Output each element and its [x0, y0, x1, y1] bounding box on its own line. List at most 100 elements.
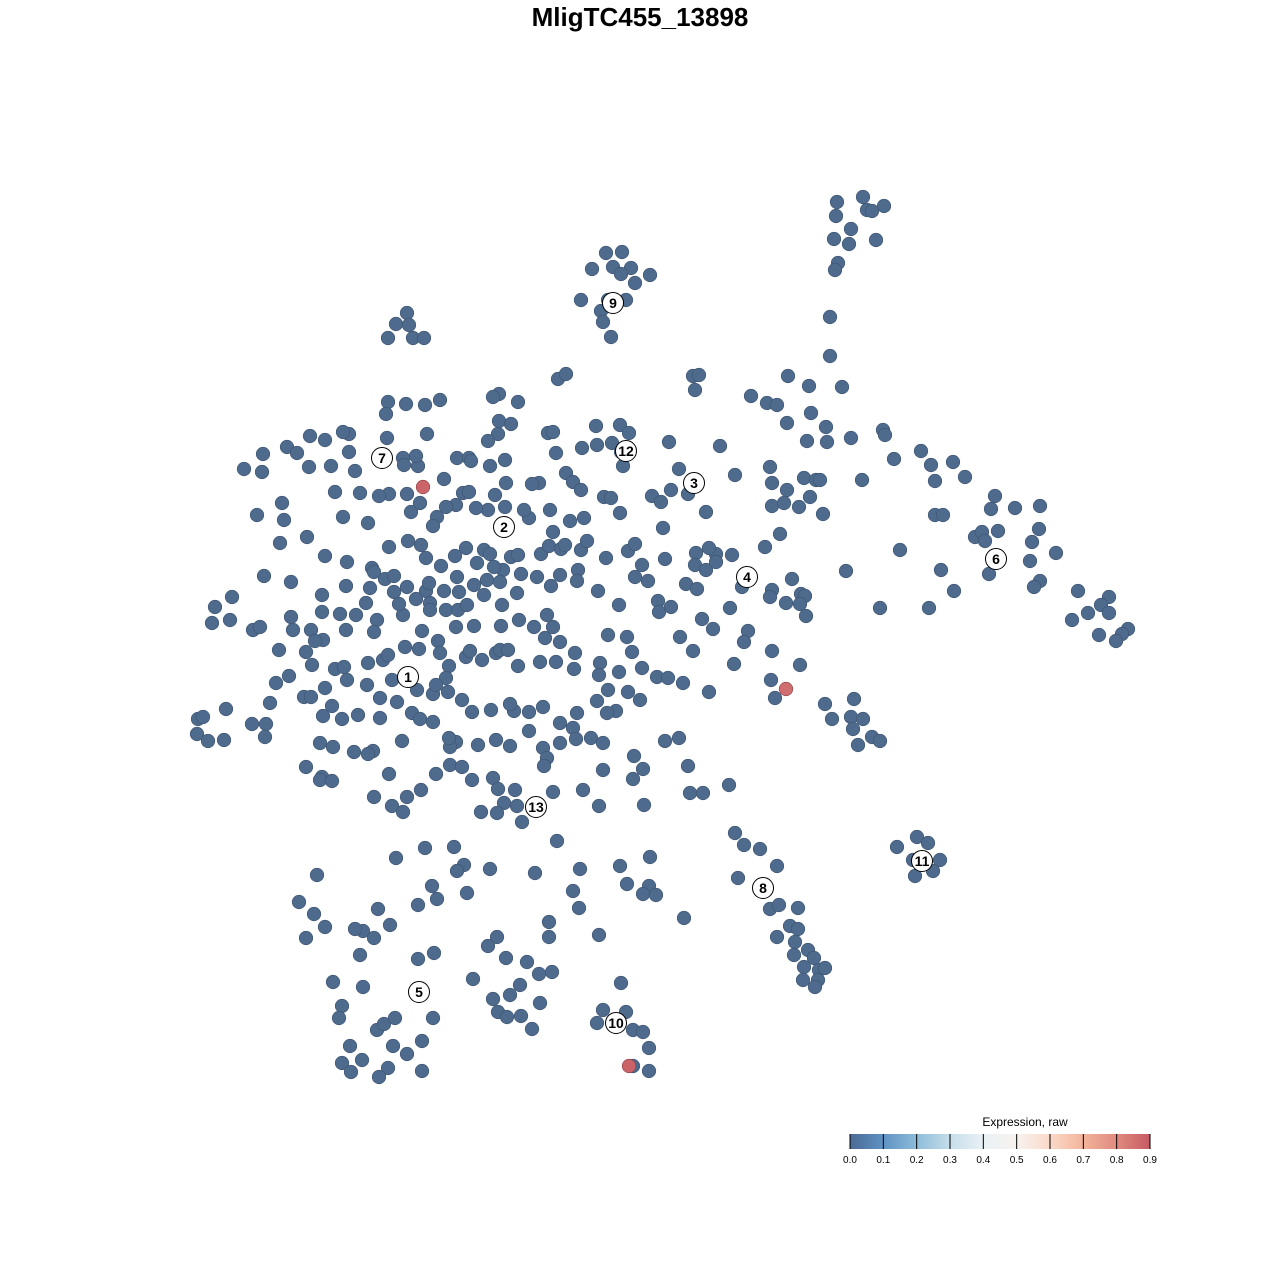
- data-point: [682, 785, 698, 801]
- data-point: [701, 540, 717, 556]
- cluster-label-circle: [493, 516, 515, 538]
- data-point: [562, 513, 578, 529]
- data-point: [819, 434, 835, 450]
- data-point: [764, 475, 780, 491]
- data-point: [341, 444, 357, 460]
- data-point: [258, 716, 274, 732]
- data-point: [612, 505, 628, 521]
- data-point: [281, 668, 297, 684]
- data-point: [268, 675, 284, 691]
- data-point: [799, 433, 815, 449]
- data-point: [769, 858, 785, 874]
- data-point: [532, 654, 548, 670]
- data-point: [792, 596, 808, 612]
- cluster-label-circle: [985, 548, 1007, 570]
- data-point: [463, 453, 479, 469]
- data-point: [806, 950, 822, 966]
- cluster-label-text: 6: [992, 551, 1000, 567]
- data-point: [527, 865, 543, 881]
- data-point: [619, 629, 635, 645]
- data-point: [1032, 498, 1048, 514]
- data-point: [945, 454, 961, 470]
- data-point: [324, 698, 340, 714]
- data-point: [620, 684, 636, 700]
- data-point: [1091, 627, 1107, 643]
- data-point: [417, 840, 433, 856]
- data-point: [366, 624, 382, 640]
- data-point: [876, 198, 892, 214]
- data-point: [449, 863, 465, 879]
- data-point: [424, 878, 440, 894]
- data-point: [493, 618, 509, 634]
- data-point: [256, 568, 272, 584]
- data-point: [689, 581, 705, 597]
- data-point: [769, 397, 785, 413]
- data-point: [792, 657, 808, 673]
- data-point: [1026, 579, 1042, 595]
- data-point: [441, 730, 457, 746]
- data-point: [519, 954, 535, 970]
- data-point: [419, 426, 435, 442]
- data-point: [498, 475, 514, 491]
- data-point: [464, 704, 480, 720]
- data-point: [573, 482, 589, 498]
- data-point: [946, 583, 962, 599]
- data-point: [302, 428, 318, 444]
- data-point: [381, 539, 397, 555]
- data-point: [425, 1010, 441, 1026]
- data-point: [492, 574, 508, 590]
- data-point: [442, 757, 458, 773]
- data-point: [513, 1008, 529, 1024]
- data-point: [592, 655, 608, 671]
- data-point: [301, 459, 317, 475]
- data-point: [496, 795, 512, 811]
- data-point: [676, 910, 692, 926]
- data-point: [283, 609, 299, 625]
- data-point: [691, 367, 707, 383]
- data-point: [796, 959, 812, 975]
- data-point: [325, 974, 341, 990]
- data-point-expressed: [778, 681, 794, 697]
- data-point: [216, 732, 232, 748]
- data-point: [502, 987, 518, 1003]
- data-point: [482, 861, 498, 877]
- data-point: [244, 716, 260, 732]
- data-point: [552, 715, 568, 731]
- data-point: [688, 545, 704, 561]
- data-point: [1080, 605, 1096, 621]
- data-point: [315, 708, 331, 724]
- data-point: [362, 580, 378, 596]
- colorbar-tick-label: 0.8: [1110, 1155, 1124, 1166]
- data-point: [487, 487, 503, 503]
- data-point: [1031, 521, 1047, 537]
- data-point: [612, 858, 628, 874]
- data-point: [298, 644, 314, 660]
- data-point: [236, 461, 252, 477]
- data-point: [440, 684, 456, 700]
- data-point: [987, 488, 1003, 504]
- data-point: [661, 434, 677, 450]
- data-point: [360, 515, 376, 531]
- cluster-label: 1: [397, 666, 419, 688]
- data-point: [845, 721, 861, 737]
- data-point: [327, 484, 343, 500]
- data-point: [675, 675, 691, 691]
- data-point: [790, 921, 806, 937]
- data-point: [511, 612, 527, 628]
- cluster-label: 9: [602, 292, 624, 314]
- data-point: [671, 461, 687, 477]
- chart-title: MligTC455_13898: [531, 2, 749, 32]
- data-point: [298, 930, 314, 946]
- data-point: [1070, 583, 1086, 599]
- data-point: [438, 499, 454, 515]
- cluster-label: 12: [615, 440, 637, 462]
- data-point: [708, 554, 724, 570]
- data-point: [372, 690, 388, 706]
- cluster-label: 5: [408, 981, 430, 1003]
- data-point: [680, 758, 696, 774]
- data-point: [366, 789, 382, 805]
- data-point: [433, 558, 449, 574]
- data-point: [396, 457, 412, 473]
- colorbar-tick-label: 0.7: [1076, 1155, 1090, 1166]
- data-point: [531, 966, 547, 982]
